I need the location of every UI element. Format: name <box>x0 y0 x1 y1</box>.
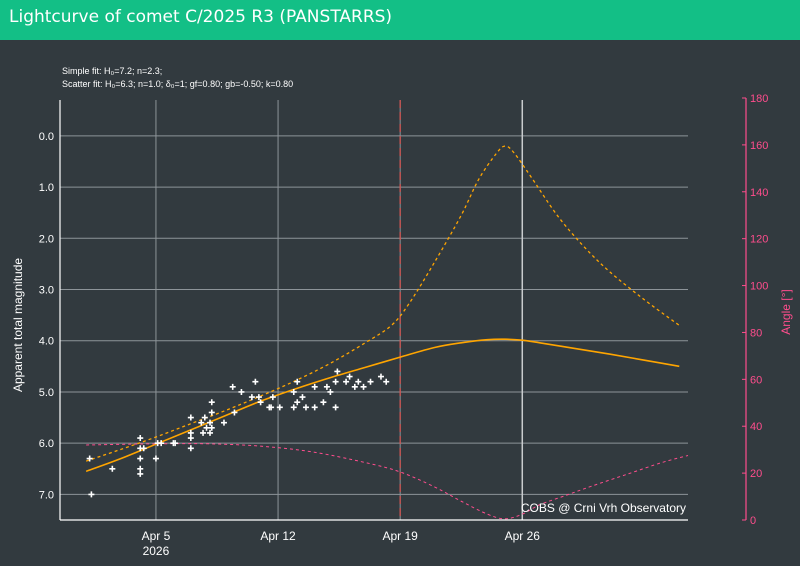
observation-point <box>238 388 245 395</box>
observation-point <box>323 383 330 390</box>
observation-point <box>355 378 362 385</box>
y-tick-label: 4.0 <box>39 336 54 348</box>
observation-point <box>207 419 214 426</box>
observation-point <box>187 435 194 442</box>
observation-point <box>294 399 301 406</box>
observation-point <box>332 378 339 385</box>
observation-point <box>137 465 144 472</box>
observation-point <box>137 435 144 442</box>
x-tick-label: Apr 19 <box>382 529 418 543</box>
observation-point <box>200 429 207 436</box>
observation-point <box>383 378 390 385</box>
observation-point <box>187 414 194 421</box>
x-tick-label: Apr 12 <box>260 529 296 543</box>
observation-point <box>208 399 215 406</box>
observation-point <box>294 378 301 385</box>
y2-tick-label: 60 <box>750 374 762 386</box>
y-tick-label: 6.0 <box>39 438 54 450</box>
observation-point <box>220 419 227 426</box>
y2-tick-label: 140 <box>750 187 768 199</box>
y2-tick-label: 160 <box>750 140 768 152</box>
observation-point <box>187 429 194 436</box>
observation-point <box>268 404 275 411</box>
y-tick-label: 3.0 <box>39 285 54 297</box>
page-header: Lightcurve of comet C/2025 R3 (PANSTARRS… <box>0 0 800 40</box>
y-tick-label: 0.0 <box>39 131 54 143</box>
y2-tick-label: 20 <box>750 468 762 480</box>
y2-tick-label: 100 <box>750 281 768 293</box>
observation-point <box>231 409 238 416</box>
observation-point <box>201 414 208 421</box>
observation-point <box>343 378 350 385</box>
y2-tick-label: 40 <box>750 421 762 433</box>
y2-tick-label: 80 <box>750 327 762 339</box>
observation-point <box>346 373 353 380</box>
observation-point <box>377 373 384 380</box>
observation-point <box>311 404 318 411</box>
fit-info-simple: Simple fit: H₀=7.2; n=2.3; <box>62 66 162 76</box>
y2-axis-title: Angle [°] <box>779 289 793 335</box>
observation-point <box>88 491 95 498</box>
observation-point <box>172 440 179 447</box>
observation-point <box>140 445 147 452</box>
y-tick-label: 2.0 <box>39 233 54 245</box>
y-tick-label: 5.0 <box>39 387 54 399</box>
y2-tick-label: 180 <box>750 93 768 105</box>
observation-point <box>320 399 327 406</box>
observation-point <box>187 445 194 452</box>
x-tick-year-label: 2026 <box>143 544 170 558</box>
observation-point <box>86 455 93 462</box>
lightcurve-plot: Simple fit: H₀=7.2; n=2.3; Scatter fit: … <box>0 40 800 561</box>
y-tick-label: 1.0 <box>39 182 54 194</box>
y2-tick-label: 0 <box>750 515 756 527</box>
observation-point <box>255 394 262 401</box>
observation-point <box>351 383 358 390</box>
y-tick-label: 7.0 <box>39 489 54 501</box>
observation-point <box>137 470 144 477</box>
page-title: Lightcurve of comet C/2025 R3 (PANSTARRS… <box>9 7 393 27</box>
observation-point <box>152 455 159 462</box>
observation-point <box>290 404 297 411</box>
observation-point <box>252 378 259 385</box>
observation-point <box>208 424 215 431</box>
observation-point <box>332 404 339 411</box>
observation-point <box>137 455 144 462</box>
observation-point <box>257 399 264 406</box>
y-axis-title: Apparent total magnitude <box>11 258 25 392</box>
observation-point <box>327 388 334 395</box>
observation-point <box>229 383 236 390</box>
observation-point <box>302 404 309 411</box>
series-line-phase-angle <box>86 443 689 520</box>
observation-point <box>208 409 215 416</box>
x-tick-label: Apr 5 <box>142 529 171 543</box>
observation-point <box>290 388 297 395</box>
observation-point <box>360 383 367 390</box>
observation-point <box>158 440 165 447</box>
observation-point <box>109 465 116 472</box>
observation-point <box>276 404 283 411</box>
observation-point <box>367 378 374 385</box>
observation-point <box>248 394 255 401</box>
observation-point <box>198 419 205 426</box>
x-tick-label: Apr 26 <box>505 529 541 543</box>
fit-info-scatter: Scatter fit: H₀=6.3; n=1.0; δ₀=1; gf=0.8… <box>62 79 293 89</box>
series-line-scatter-fit <box>85 338 680 473</box>
observation-point <box>334 368 341 375</box>
observation-point <box>269 394 276 401</box>
series-line-simple-fit <box>85 145 680 462</box>
y2-tick-label: 120 <box>750 234 768 246</box>
credit-label: COBS @ Crni Vrh Observatory <box>521 501 686 515</box>
lightcurve-chart: Simple fit: H₀=7.2; n=2.3; Scatter fit: … <box>11 66 793 558</box>
observation-point <box>299 394 306 401</box>
observation-point <box>207 429 214 436</box>
observation-point <box>203 424 210 431</box>
observation-point <box>311 383 318 390</box>
